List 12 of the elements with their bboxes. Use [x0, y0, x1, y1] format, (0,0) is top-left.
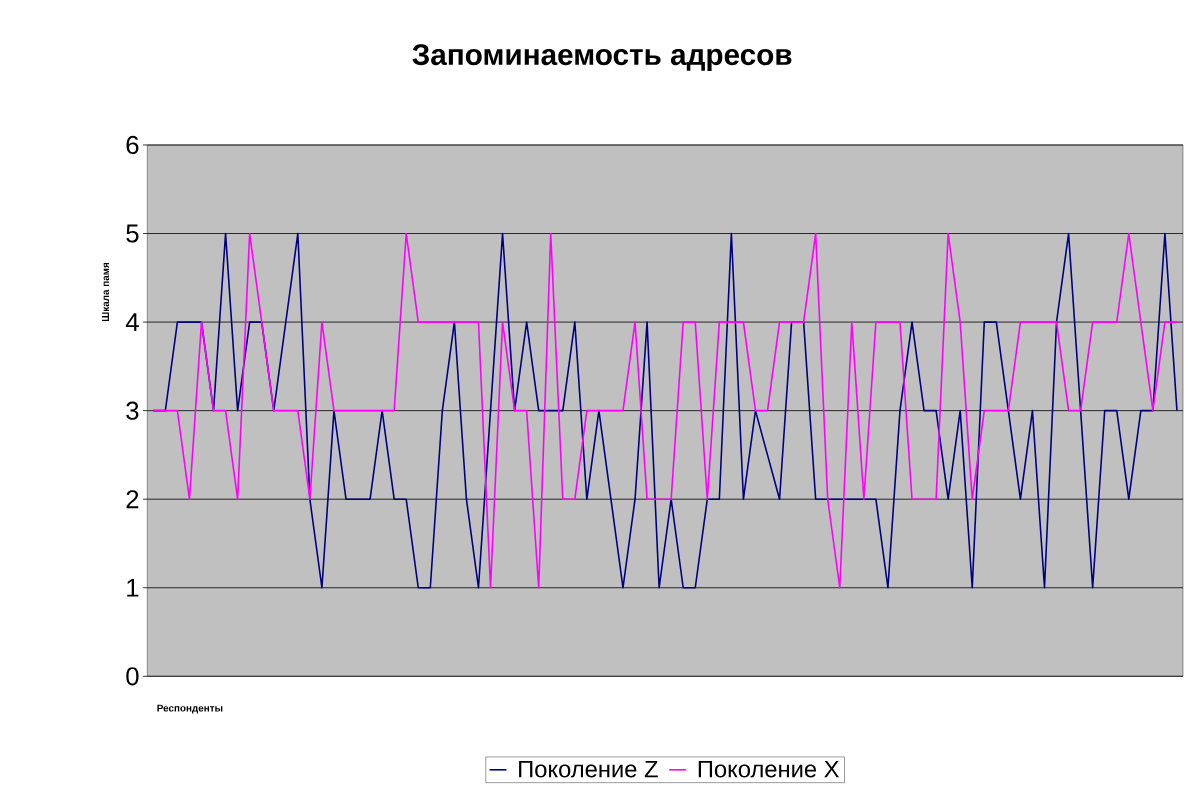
y-tick-label: 6	[126, 136, 139, 155]
y-axis-title: Шкала памя	[102, 263, 110, 322]
legend-label: Поколение Z	[519, 761, 658, 778]
y-tick-label: 1	[127, 579, 139, 597]
y-tick-label: 2	[126, 490, 139, 509]
y-tick-label: 3	[126, 401, 139, 420]
legend-label: Поколение X	[698, 761, 840, 778]
y-tick-label: 4	[125, 313, 139, 332]
chart-title: Запоминаемость адресов	[412, 44, 792, 72]
y-tick-label: 5	[126, 224, 139, 243]
y-tick-label: 0	[126, 667, 139, 686]
x-axis-title: Респонденты	[157, 704, 223, 714]
